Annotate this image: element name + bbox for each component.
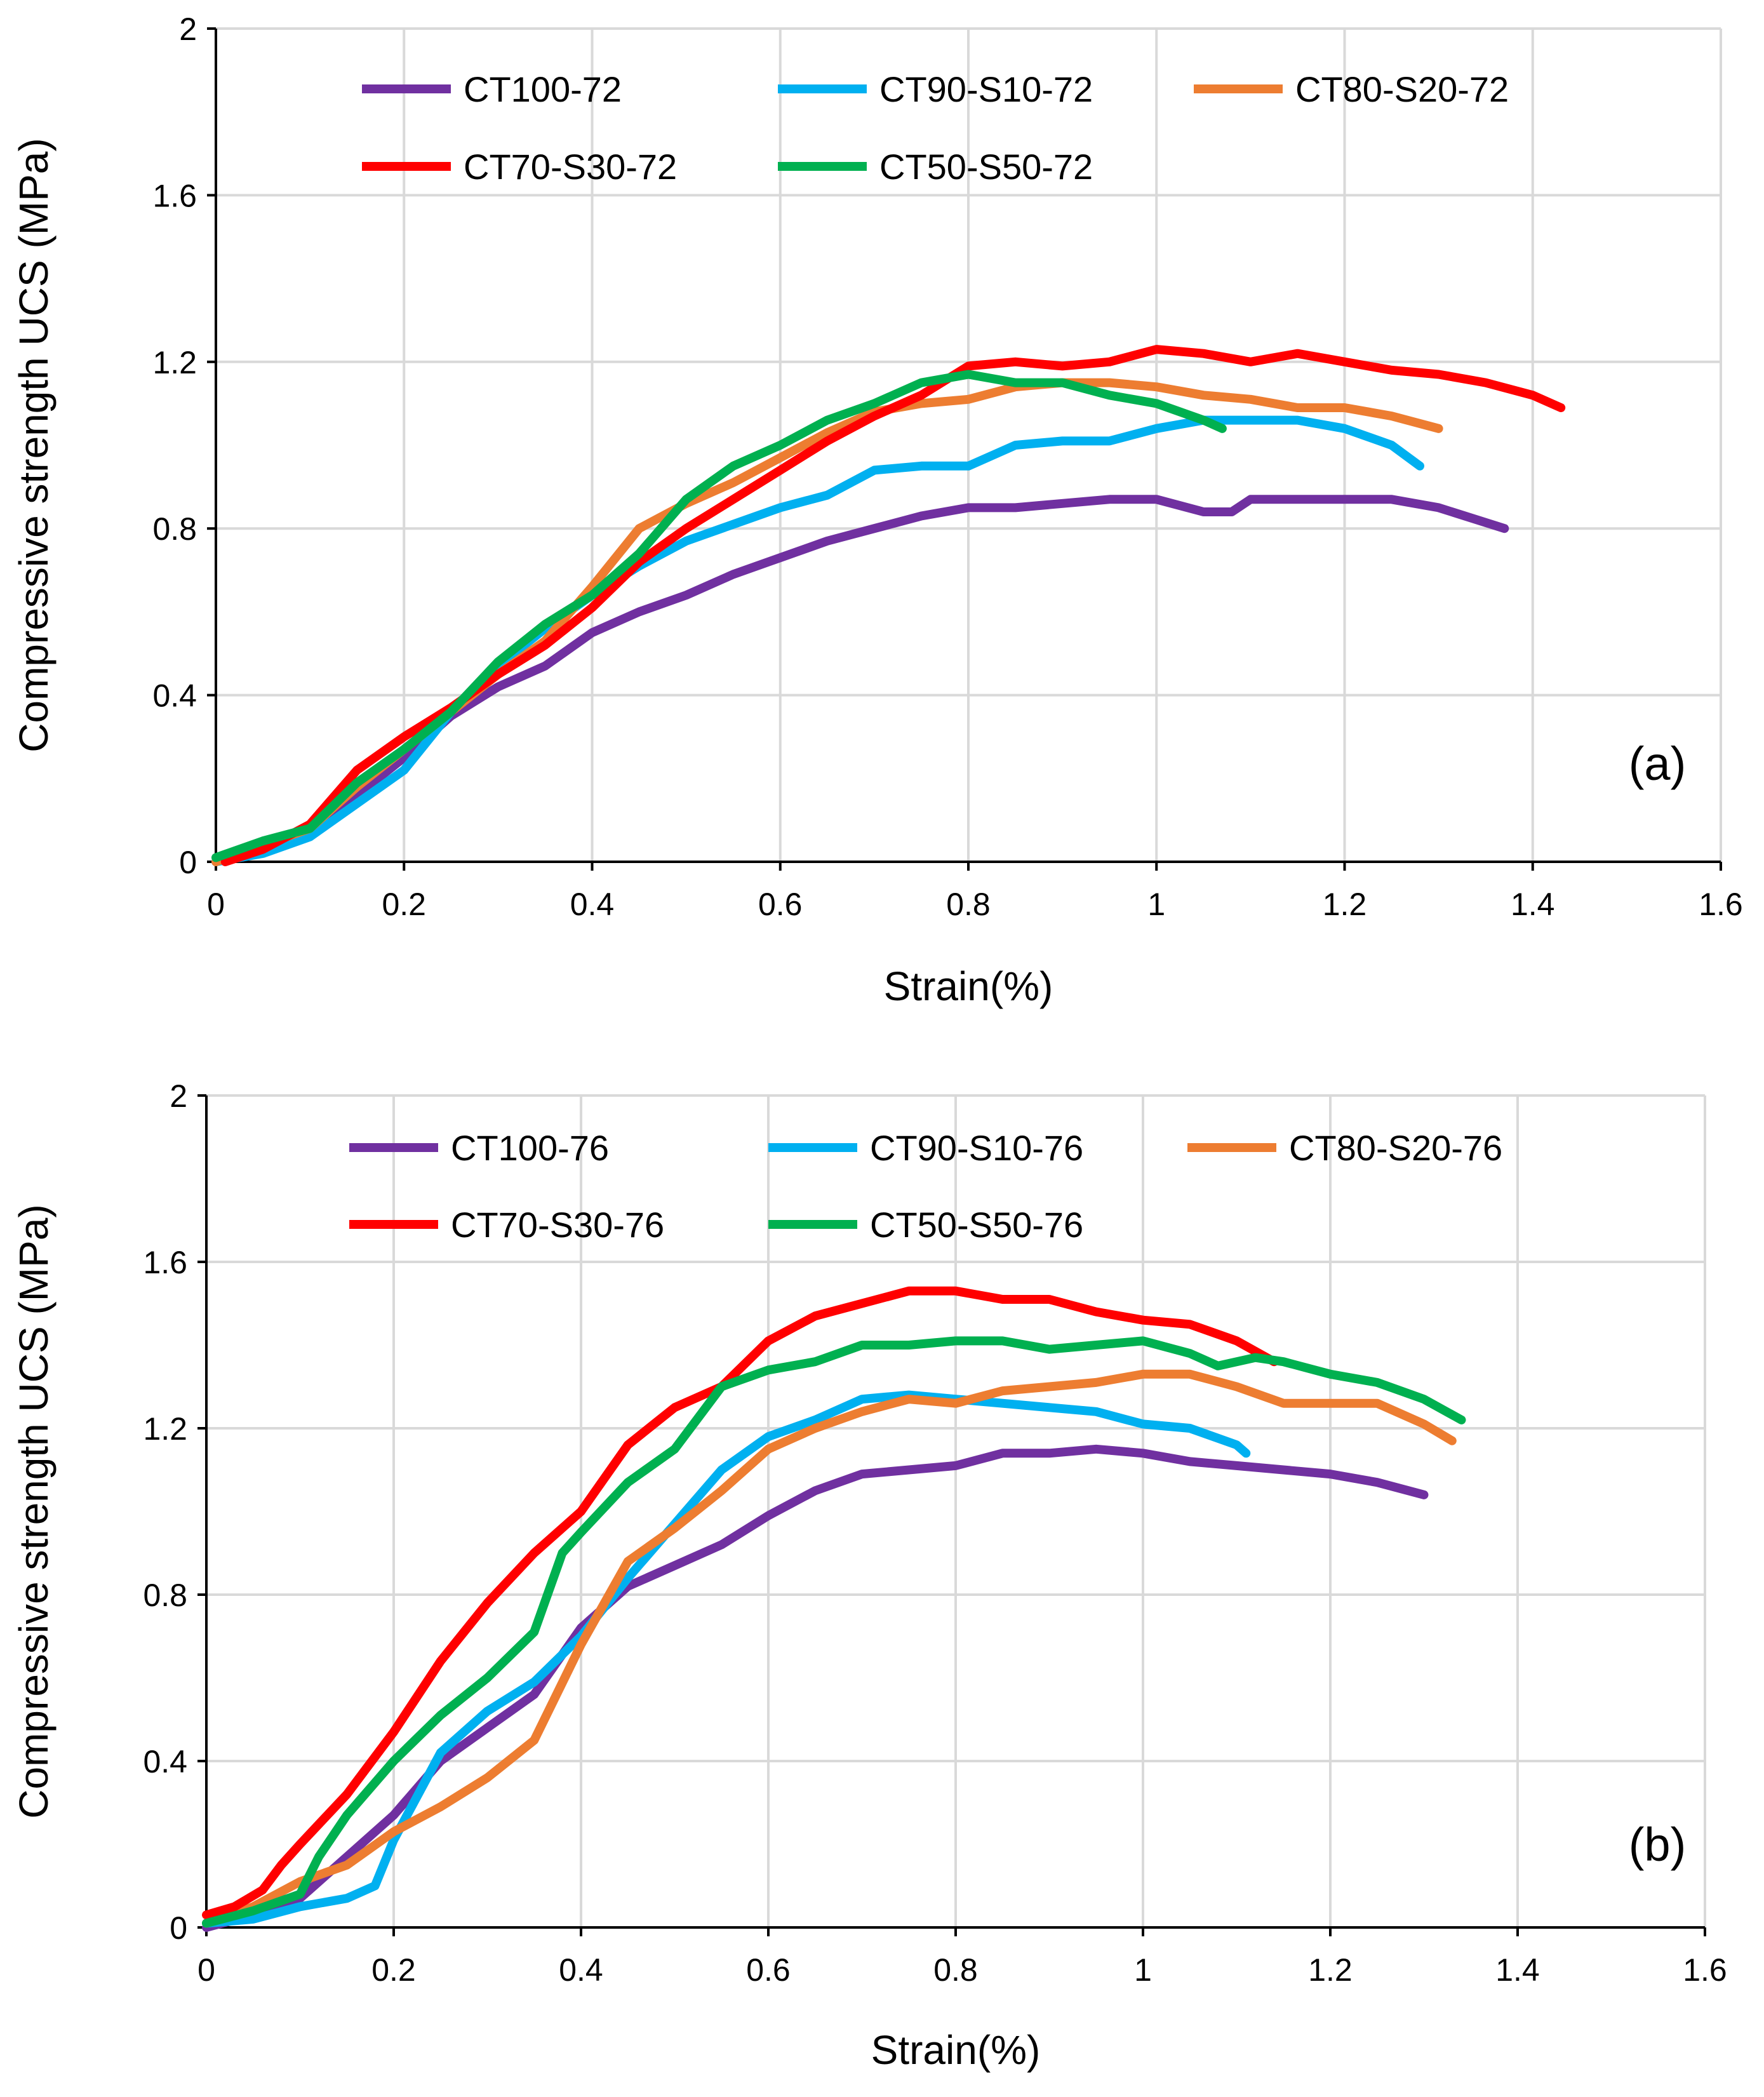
y-tick-label: 0.4 — [152, 678, 197, 714]
legend-label: CT50-S50-76 — [870, 1205, 1083, 1245]
series-line-ct70-s30-76 — [202, 1286, 1279, 1920]
y-tick-label: 1.2 — [152, 345, 197, 380]
x-tick-label: 0.8 — [946, 887, 991, 922]
x-tick-label: 1.6 — [1683, 1952, 1727, 1988]
x-tick-label: 0.6 — [746, 1952, 791, 1988]
x-tick-label: 1.2 — [1323, 887, 1367, 922]
series-line-ct90-s10-76 — [202, 1390, 1251, 1928]
x-axis-title: Strain(%) — [884, 963, 1053, 1009]
x-tick-label: 0.8 — [933, 1952, 978, 1988]
chart-panel-a: 0 0.2 0.4 0.6 0.8 1 1.2 1.4 1.6 0 0.4 0.8 1.2 1.6 2 CT1… — [11, 11, 1743, 1009]
series-line-ct50-s50-76 — [202, 1336, 1466, 1928]
y-tick-label: 2 — [179, 11, 197, 47]
x-tick-label: 1 — [1134, 1952, 1152, 1988]
series-line-ct50-s50-72 — [211, 370, 1227, 862]
legend-label: CT70-S30-72 — [464, 147, 677, 187]
x-tick-label: 0.4 — [559, 1952, 603, 1988]
legend-label: CT50-S50-72 — [879, 147, 1093, 187]
y-axis-title: Compressive strength UCS (MPa) — [11, 138, 57, 752]
y-tick-label: 0.8 — [143, 1578, 187, 1613]
y-tick-label: 0 — [179, 845, 197, 880]
y-tick-label: 1.6 — [152, 178, 197, 213]
series-line-ct80-s20-76 — [202, 1369, 1457, 1928]
x-tick-label: 1.4 — [1511, 887, 1555, 922]
y-tick-label: 2 — [170, 1078, 187, 1114]
legend-label: CT90-S10-72 — [879, 69, 1093, 109]
x-tick-label: 1.6 — [1699, 887, 1743, 922]
legend-label: CT70-S30-76 — [451, 1205, 664, 1245]
x-tick-label: 0.2 — [371, 1952, 416, 1988]
y-tick-label: 0.8 — [152, 511, 197, 547]
panel-label: (b) — [1629, 1818, 1686, 1871]
legend-label: CT100-76 — [451, 1128, 609, 1168]
legend-label: CT100-72 — [464, 69, 622, 109]
x-tick-label: 0.2 — [382, 887, 426, 922]
series-line-ct100-76 — [202, 1444, 1429, 1932]
legend-label: CT80-S20-76 — [1289, 1128, 1502, 1168]
y-tick-label: 1.2 — [143, 1411, 187, 1447]
x-tick-label: 0.4 — [570, 887, 615, 922]
y-axis-title: Compressive strength UCS (MPa) — [11, 1204, 57, 1818]
series-line-ct90-s10-72 — [211, 415, 1424, 866]
x-tick-label: 1.2 — [1308, 1952, 1353, 1988]
panel-label: (a) — [1629, 737, 1686, 790]
y-tick-label: 0 — [170, 1910, 187, 1946]
chart-panel-b: 0 0.2 0.4 0.6 0.8 1 1.2 1.4 1.6 0 0.4 0.8 1.2 1.6 2 CT1… — [11, 1078, 1727, 2073]
x-tick-label: 1.4 — [1495, 1952, 1540, 1988]
y-tick-label: 1.6 — [143, 1245, 187, 1280]
x-tick-label: 1 — [1147, 887, 1165, 922]
x-tick-label: 0 — [207, 887, 225, 922]
legend-label: CT90-S10-76 — [870, 1128, 1083, 1168]
y-tick-label: 0.4 — [143, 1744, 187, 1779]
x-tick-label: 0.6 — [758, 887, 803, 922]
legend-label: CT80-S20-72 — [1295, 69, 1509, 109]
x-axis-title: Strain(%) — [871, 2027, 1041, 2073]
x-tick-label: 0 — [197, 1952, 215, 1988]
